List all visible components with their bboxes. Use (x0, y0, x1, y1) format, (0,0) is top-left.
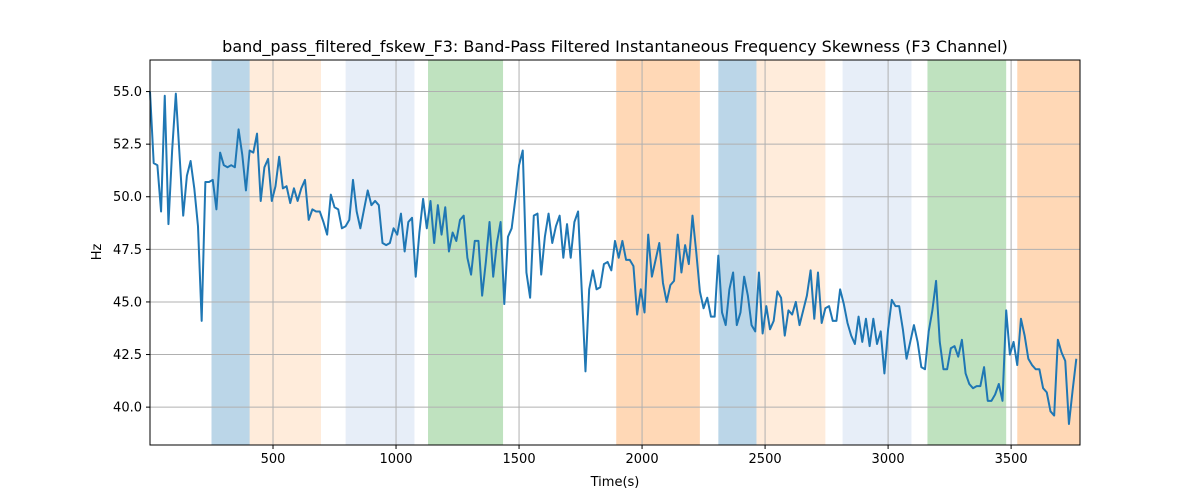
x-tick-label: 2500 (749, 452, 782, 467)
y-axis-ticks: 40.0 42.5 45.0 47.5 50.0 52.5 55.0 (113, 85, 150, 416)
shaded-band-10 (1017, 60, 1080, 445)
plot-frame (149, 59, 1081, 446)
y-tick-label: 45.0 (113, 295, 142, 310)
x-tick-label: 3500 (995, 452, 1028, 467)
shaded-band-3 (345, 60, 415, 445)
shaded-band-8 (842, 60, 912, 445)
y-tick-label: 42.5 (113, 348, 142, 363)
shaded-band-6 (718, 60, 757, 445)
x-axis-ticks: 500 1000 1500 2000 2500 3000 3500 (261, 445, 1028, 467)
y-tick-label: 50.0 (113, 190, 142, 205)
shaded-band-1 (211, 60, 250, 445)
x-axis-label: Time(s) (590, 475, 640, 490)
x-tick-label: 3000 (872, 452, 905, 467)
x-tick-label: 1500 (503, 452, 536, 467)
y-tick-label: 47.5 (113, 243, 142, 258)
grid-lines (150, 60, 1080, 445)
y-tick-label: 55.0 (113, 85, 142, 100)
y-tick-label: 40.0 (113, 401, 142, 416)
x-tick-label: 1000 (379, 452, 412, 467)
shaded-band-2 (249, 60, 321, 445)
shaded-band-9 (927, 60, 1007, 445)
chart-title: band_pass_filtered_fskew_F3: Band-Pass F… (222, 37, 1008, 57)
shaded-band-7 (756, 60, 826, 445)
series-line (149, 91, 1078, 425)
x-tick-label: 2000 (626, 452, 659, 467)
x-tick-label: 500 (261, 452, 286, 467)
y-tick-label: 52.5 (113, 138, 142, 153)
shaded-band-4 (428, 60, 504, 445)
y-axis-label: Hz (90, 244, 105, 261)
series-layer (149, 91, 1078, 425)
